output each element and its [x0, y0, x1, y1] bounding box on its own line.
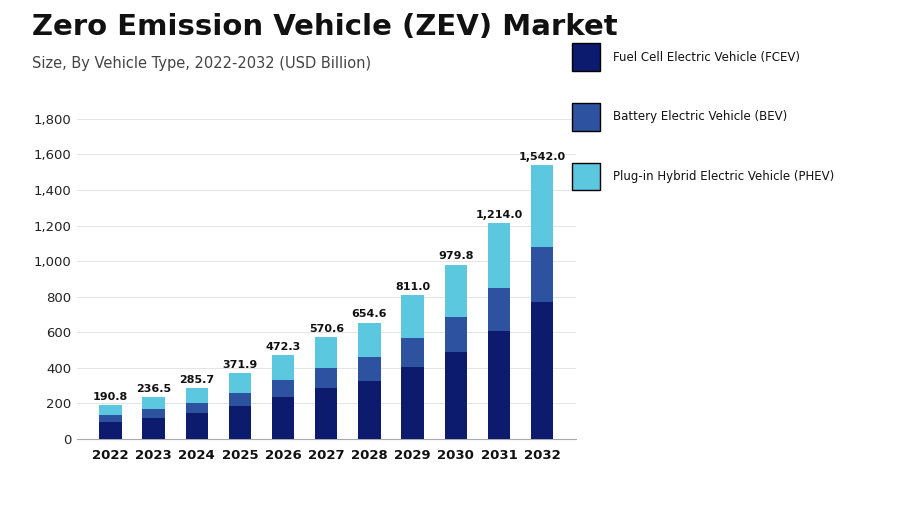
Bar [531, 247, 554, 302]
Bar [99, 422, 122, 439]
Bar [488, 288, 510, 331]
Text: At the CAGR of:: At the CAGR of: [16, 500, 121, 513]
Bar [315, 368, 338, 388]
Text: $1542 B: $1542 B [459, 477, 606, 508]
Text: The Market will Grow: The Market will Grow [16, 473, 158, 486]
Text: The forecasted market: The forecasted market [292, 473, 444, 486]
Text: 285.7: 285.7 [179, 375, 214, 385]
Text: Plug-in Hybrid Electric Vehicle (PHEV): Plug-in Hybrid Electric Vehicle (PHEV) [613, 170, 834, 183]
Text: ✔: ✔ [616, 478, 642, 506]
FancyBboxPatch shape [572, 44, 600, 71]
Bar [315, 337, 338, 368]
Text: 23.9%: 23.9% [158, 477, 268, 508]
Bar [488, 223, 510, 288]
Bar [315, 388, 338, 439]
Text: 979.8: 979.8 [438, 252, 473, 262]
Text: 654.6: 654.6 [352, 309, 387, 319]
FancyBboxPatch shape [572, 163, 600, 190]
Bar [229, 373, 251, 393]
Bar [445, 265, 467, 317]
Text: 1,214.0: 1,214.0 [475, 210, 523, 220]
FancyBboxPatch shape [572, 103, 600, 131]
Bar [142, 418, 165, 439]
Bar [185, 413, 208, 439]
Bar [229, 393, 251, 406]
Text: 190.8: 190.8 [93, 392, 128, 402]
Bar [229, 406, 251, 439]
Bar [531, 165, 554, 247]
Text: WIDE RANGE OF GLOBAL MARKET REPORTS: WIDE RANGE OF GLOBAL MARKET REPORTS [644, 504, 810, 513]
Bar [488, 331, 510, 439]
Text: 472.3: 472.3 [266, 342, 301, 352]
Text: Size, By Vehicle Type, 2022-2032 (USD Billion): Size, By Vehicle Type, 2022-2032 (USD Bi… [32, 56, 371, 71]
Bar [358, 358, 381, 381]
Text: 371.9: 371.9 [222, 360, 257, 370]
Bar [272, 380, 294, 397]
Text: 811.0: 811.0 [395, 281, 430, 292]
Bar [445, 352, 467, 439]
Bar [142, 397, 165, 410]
Text: biz: biz [644, 468, 661, 478]
Bar [401, 367, 424, 439]
Bar [99, 415, 122, 422]
Text: Zero Emission Vehicle (ZEV) Market: Zero Emission Vehicle (ZEV) Market [32, 13, 617, 41]
Bar [445, 317, 467, 352]
Bar [99, 405, 122, 415]
Text: MarketResearch: MarketResearch [644, 469, 782, 484]
Bar [401, 295, 424, 338]
Bar [185, 388, 208, 403]
Bar [401, 338, 424, 367]
Text: 570.6: 570.6 [309, 324, 344, 334]
Bar [358, 381, 381, 439]
Text: 1,542.0: 1,542.0 [518, 152, 565, 162]
Bar [531, 302, 554, 439]
Bar [358, 322, 381, 358]
Bar [142, 410, 165, 418]
Bar [272, 355, 294, 380]
Text: 236.5: 236.5 [136, 384, 171, 394]
Text: Fuel Cell Electric Vehicle (FCEV): Fuel Cell Electric Vehicle (FCEV) [613, 51, 800, 64]
Bar [185, 403, 208, 413]
Text: Battery Electric Vehicle (BEV): Battery Electric Vehicle (BEV) [613, 111, 788, 123]
Bar [272, 397, 294, 439]
Text: size for 2032 in USD: size for 2032 in USD [292, 500, 427, 513]
